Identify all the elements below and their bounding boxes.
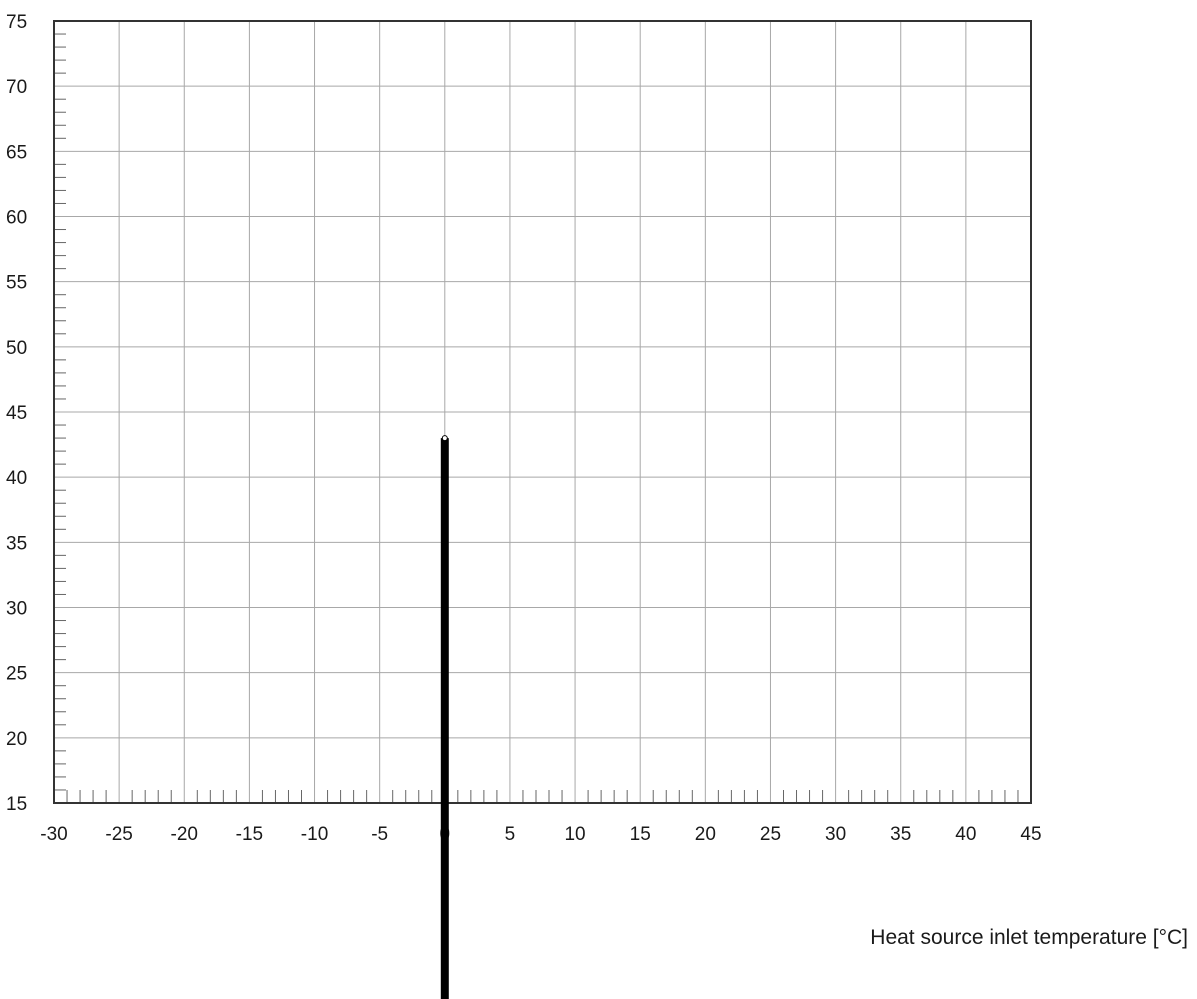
x-tick-label: 20 xyxy=(695,824,716,845)
x-tick-label: 35 xyxy=(890,824,911,845)
x-tick-label: 15 xyxy=(630,824,651,845)
y-tick-label: 40 xyxy=(6,468,27,489)
x-tick-label: -10 xyxy=(301,824,328,845)
y-tick-labels: 15 20 25 30 35 40 45 50 55 60 65 70 75 xyxy=(6,12,27,815)
x-tick-label: 30 xyxy=(825,824,846,845)
y-tick-label: 70 xyxy=(6,77,27,98)
x-tick-label: 40 xyxy=(955,824,976,845)
x-tick-label: 10 xyxy=(564,824,585,845)
y-tick-label: 35 xyxy=(6,533,27,554)
series-layer xyxy=(440,435,449,999)
minor-ticks xyxy=(54,33,1019,803)
x-tick-label: -25 xyxy=(105,824,132,845)
y-tick-label: 75 xyxy=(6,12,27,33)
x-tick-label: -5 xyxy=(371,824,388,845)
x-tick-label: 25 xyxy=(760,824,781,845)
y-tick-label: 55 xyxy=(6,273,27,294)
y-tick-label: 45 xyxy=(6,403,27,424)
x-axis-title: Heat source inlet temperature [°C] xyxy=(870,926,1188,949)
x-tick-label: 5 xyxy=(505,824,516,845)
y-tick-label: 50 xyxy=(6,338,27,359)
y-tick-label: 60 xyxy=(6,208,27,229)
x-tick-label: 45 xyxy=(1020,824,1041,845)
x-tick-label: -20 xyxy=(171,824,198,845)
y-tick-label: 65 xyxy=(6,142,27,163)
x-tick-label: -15 xyxy=(236,824,263,845)
y-tick-label: 15 xyxy=(6,794,27,815)
y-tick-label: 20 xyxy=(6,729,27,750)
plot-frame xyxy=(53,20,1032,804)
x-tick-label: -30 xyxy=(40,824,67,845)
y-tick-label: 25 xyxy=(6,664,27,685)
grid xyxy=(54,21,1031,803)
y-tick-label: 30 xyxy=(6,599,27,620)
x-tick-labels: -30 -25 -20 -15 -10 -5 0 5 10 15 20 25 30 35 40 45 xyxy=(40,824,1041,845)
series-point xyxy=(441,435,448,442)
